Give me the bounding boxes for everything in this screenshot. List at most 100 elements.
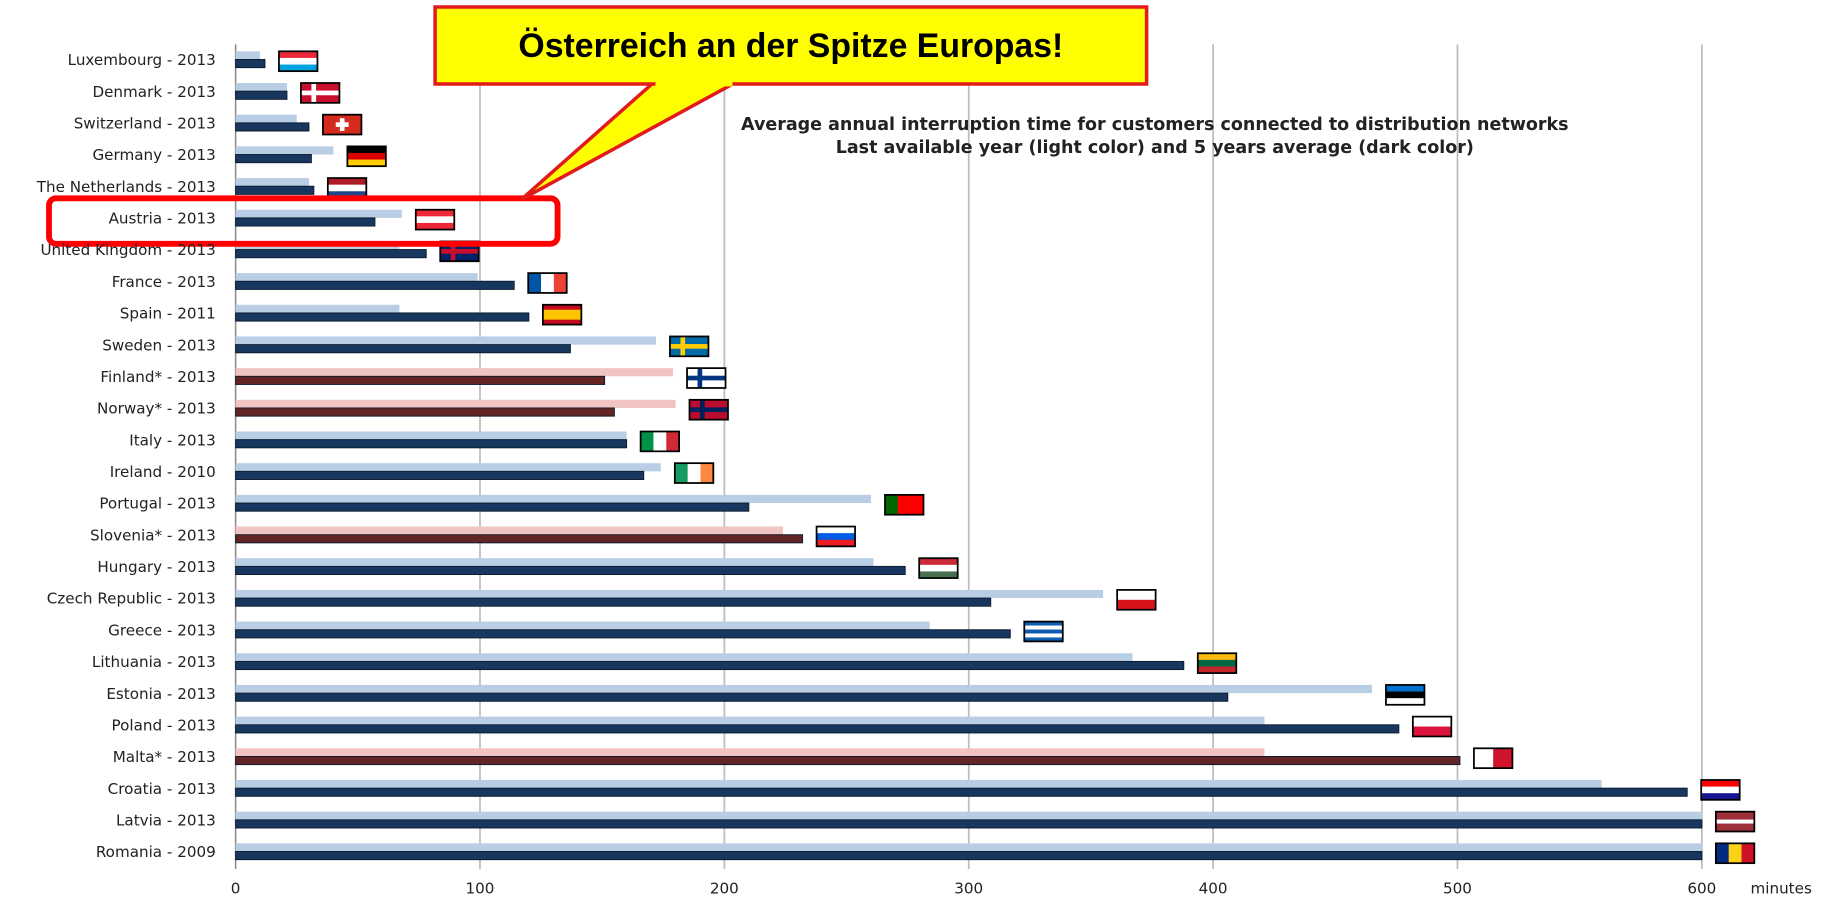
bar (235, 597, 992, 607)
bar (235, 660, 1185, 671)
y-tick-label: Slovenia* - 2013 (90, 526, 216, 544)
flag-border (527, 272, 568, 294)
flag-cross (669, 344, 709, 349)
flag-stripe (415, 209, 455, 217)
bar (235, 684, 1372, 694)
y-tick-label: Ireland - 2010 (110, 463, 216, 481)
y-tick-label: United Kingdom - 2013 (40, 241, 215, 259)
flag-cross (689, 407, 728, 413)
flag-border (1473, 747, 1514, 770)
chart-subtitle: Last available year (light color) and 5 … (836, 138, 1474, 158)
bar (235, 811, 1702, 820)
flag-border (639, 430, 680, 453)
flag-stripe (528, 273, 542, 293)
callout-pointer (520, 81, 736, 201)
flag-stripe (415, 222, 455, 230)
bar (235, 779, 1602, 789)
flag-stripe (278, 57, 318, 65)
flag (1023, 620, 1064, 643)
flag-border (346, 145, 387, 168)
bar (235, 621, 930, 630)
bar (235, 565, 906, 576)
flag-border (918, 557, 959, 579)
y-tick-label: Hungary - 2013 (97, 558, 215, 576)
bar (235, 819, 1703, 829)
flag (918, 557, 959, 579)
y-tick-label: Norway* - 2013 (97, 400, 216, 418)
bar (235, 470, 645, 480)
flag-border (278, 50, 319, 73)
flag (815, 525, 856, 548)
y-tick-label: Denmark - 2013 (92, 83, 215, 101)
flag-stripe (1197, 659, 1237, 667)
flag-border (688, 398, 729, 421)
flag-stripe (1117, 589, 1156, 601)
flag (527, 272, 568, 294)
flag-stripe (542, 319, 582, 325)
chart-title: Average annual interruption time for cus… (741, 115, 1568, 135)
bar (235, 273, 478, 282)
callout-text: Österreich an der Spitze Europas! (518, 27, 1063, 65)
y-tick-label: Malta* - 2013 (113, 748, 216, 766)
bar (235, 336, 656, 345)
x-axis-label: minutes (1750, 879, 1811, 897)
bar (235, 59, 266, 69)
flag-stripe (553, 273, 568, 293)
flag (686, 367, 727, 389)
flag-stripe (666, 431, 680, 452)
flag-stripe (1385, 691, 1425, 699)
y-tick-label: Czech Republic - 2013 (47, 590, 216, 608)
y-tick-label: Romania - 2009 (96, 843, 216, 861)
flag-border (1196, 652, 1238, 674)
flag-stripe (1741, 843, 1755, 864)
flag-border (300, 82, 341, 104)
bar (235, 843, 1702, 852)
bar (235, 178, 309, 187)
flag-border (1714, 810, 1756, 833)
bar (235, 146, 334, 155)
bar (235, 304, 400, 313)
y-tick-label: Sweden - 2013 (102, 336, 216, 354)
callout-box (433, 5, 1149, 86)
flag-stripe (415, 216, 455, 224)
flag-stripe (1728, 843, 1742, 864)
bar (235, 716, 1265, 725)
flag-stripe (1385, 684, 1425, 692)
bar (235, 558, 874, 567)
flag (322, 113, 363, 136)
flag-stripe (1412, 716, 1452, 727)
grid (234, 44, 1703, 870)
bar (235, 589, 1104, 599)
bar (235, 83, 287, 92)
flag-stripe (327, 191, 367, 199)
bars (235, 50, 1756, 865)
flag-stripe (1473, 748, 1494, 769)
bar (235, 312, 530, 322)
flag-stripe (1024, 629, 1063, 634)
flag-stripe (1715, 843, 1730, 864)
bar (235, 534, 804, 544)
flag-border (884, 493, 925, 516)
bar (235, 755, 1461, 766)
bar (235, 399, 676, 408)
y-tick-label: Poland - 2013 (112, 716, 216, 734)
flag-stripe (640, 431, 654, 452)
flag (346, 145, 387, 168)
bar (235, 249, 427, 259)
flag-border (815, 525, 856, 548)
x-tick-label: 400 (1199, 879, 1228, 897)
flag-stripe (347, 152, 386, 160)
flag-stripe (327, 184, 367, 192)
y-tick-label: Switzerland - 2013 (74, 115, 216, 133)
flag-stripe (347, 146, 386, 154)
flag-stripe (1385, 698, 1425, 706)
flag-stripe (1024, 633, 1063, 638)
flag (541, 303, 583, 326)
x-tick-label: 300 (954, 879, 983, 897)
flag-border (1714, 842, 1756, 865)
flag-stripe (653, 431, 667, 452)
flag-stripe (542, 309, 582, 316)
y-tick-label: Croatia - 2013 (108, 780, 216, 798)
